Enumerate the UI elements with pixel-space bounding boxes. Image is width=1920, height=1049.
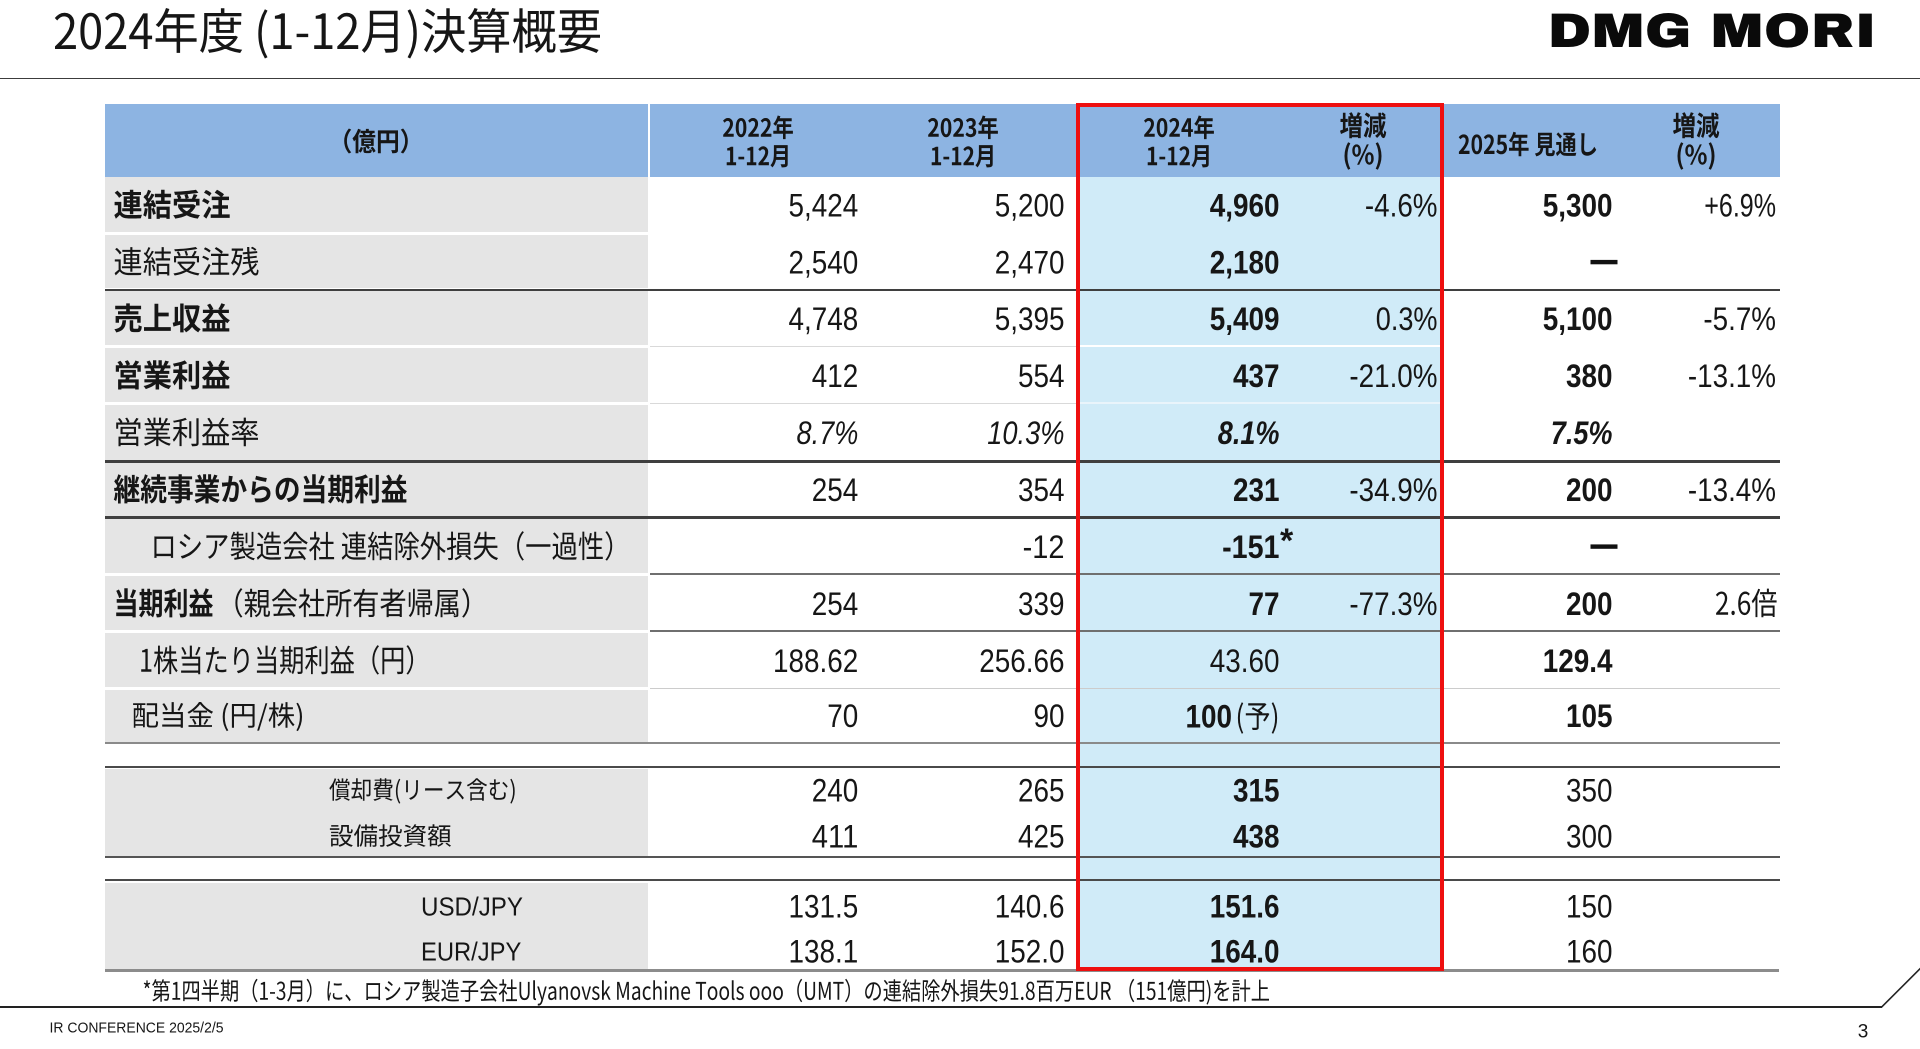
svg-text:5,409: 5,409: [1210, 301, 1280, 337]
svg-text:7.5%: 7.5%: [1551, 415, 1613, 451]
svg-text:-34.9%: -34.9%: [1349, 472, 1437, 508]
svg-text:-12: -12: [1023, 529, 1065, 565]
svg-text:+6.9%: +6.9%: [1704, 187, 1776, 223]
svg-text:554: 554: [1018, 358, 1065, 394]
svg-text:339: 339: [1018, 586, 1065, 622]
svg-text:-77.3%: -77.3%: [1349, 586, 1437, 622]
svg-text:256.66: 256.66: [979, 643, 1064, 679]
svg-text:-13.4%: -13.4%: [1688, 472, 1776, 508]
svg-text:3: 3: [1858, 1021, 1869, 1042]
svg-text:188.62: 188.62: [773, 643, 858, 679]
svg-text:5,395: 5,395: [995, 301, 1065, 337]
svg-text:5,424: 5,424: [789, 187, 859, 223]
svg-text:EUR/JPY: EUR/JPY: [421, 936, 521, 966]
svg-text:138.1: 138.1: [789, 933, 859, 969]
svg-text:10.3%: 10.3%: [987, 415, 1064, 451]
svg-text:315: 315: [1233, 772, 1280, 808]
svg-text:200: 200: [1566, 586, 1613, 622]
svg-text:412: 412: [812, 358, 859, 394]
svg-text:8.7%: 8.7%: [797, 415, 859, 451]
svg-text:USD/JPY: USD/JPY: [421, 891, 523, 921]
svg-text:0.3%: 0.3%: [1376, 301, 1438, 337]
svg-text:254: 254: [812, 586, 859, 622]
svg-text:77: 77: [1249, 586, 1280, 622]
svg-text:-4.6%: -4.6%: [1365, 187, 1438, 223]
svg-text:-5.7%: -5.7%: [1703, 301, 1776, 337]
svg-text:5,100: 5,100: [1543, 301, 1613, 337]
svg-text:438: 438: [1233, 818, 1280, 854]
svg-text:5,300: 5,300: [1543, 187, 1613, 223]
svg-text:105: 105: [1566, 698, 1613, 734]
svg-text:300: 300: [1566, 818, 1613, 854]
svg-text:151.6: 151.6: [1210, 888, 1280, 924]
svg-text:231: 231: [1233, 472, 1280, 508]
svg-text:70: 70: [827, 698, 858, 734]
svg-text:*: *: [1280, 522, 1294, 560]
svg-text:200: 200: [1566, 472, 1613, 508]
svg-text:350: 350: [1566, 772, 1613, 808]
svg-text:4,960: 4,960: [1210, 187, 1280, 223]
svg-text:IR CONFERENCE 2025/2/5: IR CONFERENCE 2025/2/5: [50, 1021, 224, 1037]
svg-text:240: 240: [812, 772, 859, 808]
svg-text:411: 411: [812, 818, 859, 854]
svg-text:265: 265: [1018, 772, 1065, 808]
svg-text:43.60: 43.60: [1210, 643, 1280, 679]
svg-text:140.6: 140.6: [995, 888, 1065, 924]
svg-text:5,200: 5,200: [995, 187, 1065, 223]
svg-text:2,540: 2,540: [789, 244, 859, 280]
svg-text:150: 150: [1566, 888, 1613, 924]
svg-text:164.0: 164.0: [1210, 933, 1280, 969]
svg-text:425: 425: [1018, 818, 1065, 854]
svg-text:8.1%: 8.1%: [1218, 415, 1280, 451]
svg-text:-13.1%: -13.1%: [1688, 358, 1776, 394]
svg-text:90: 90: [1034, 698, 1065, 734]
svg-text:2,180: 2,180: [1210, 244, 1280, 280]
svg-text:2,470: 2,470: [995, 244, 1065, 280]
svg-text:129.4: 129.4: [1543, 643, 1613, 679]
svg-text:437: 437: [1233, 358, 1280, 394]
svg-text:354: 354: [1018, 472, 1065, 508]
svg-text:152.0: 152.0: [995, 933, 1065, 969]
svg-text:100: 100: [1186, 698, 1233, 734]
svg-text:131.5: 131.5: [789, 888, 859, 924]
svg-text:160: 160: [1566, 933, 1613, 969]
svg-text:254: 254: [812, 472, 859, 508]
svg-text:4,748: 4,748: [789, 301, 859, 337]
svg-text:-151: -151: [1222, 529, 1279, 565]
svg-text:380: 380: [1566, 358, 1613, 394]
svg-text:-21.0%: -21.0%: [1349, 358, 1437, 394]
